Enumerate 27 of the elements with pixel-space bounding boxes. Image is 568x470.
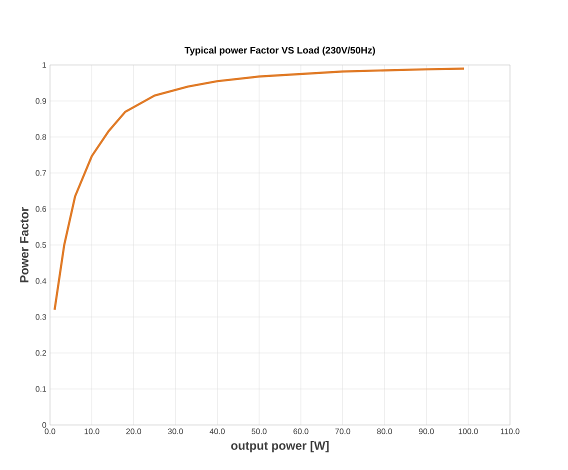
y-tick-label: 0.9 [36,98,46,104]
y-tick-label: 0.7 [36,170,46,176]
y-tick-label: 0.5 [36,242,46,248]
x-tick-label: 70.0 [335,428,350,434]
y-tick-label: 0.8 [36,134,46,140]
y-tick-label: 0.2 [36,350,46,356]
x-tick-label: 90.0 [418,428,434,434]
chart-title: Typical power Factor VS Load (230V/50Hz) [184,46,375,56]
x-tick-label: 110.0 [500,428,520,434]
y-tick-label: 0 [42,422,46,428]
x-axis-title: output power [W] [231,441,329,452]
x-tick-label: 40.0 [210,428,225,434]
x-tick-label: 0.0 [44,428,56,434]
y-tick-label: 0.6 [36,206,46,212]
x-tick-label: 30.0 [168,428,183,434]
x-tick-label: 60.0 [294,428,308,434]
x-tick-label: 20.0 [126,428,142,434]
y-tick-label: 1 [42,62,46,68]
y-tick-label: 0.3 [36,314,46,320]
x-tick-label: 10.0 [84,428,100,434]
y-axis-title: Power Factor [20,207,28,282]
y-tick-label: 0.4 [36,278,46,284]
x-tick-label: 80.0 [377,428,392,434]
line-series [54,67,466,311]
x-tick-label: 50.0 [252,428,267,434]
y-tick-label: 0.1 [36,386,46,392]
x-tick-label: 100.0 [458,428,478,434]
